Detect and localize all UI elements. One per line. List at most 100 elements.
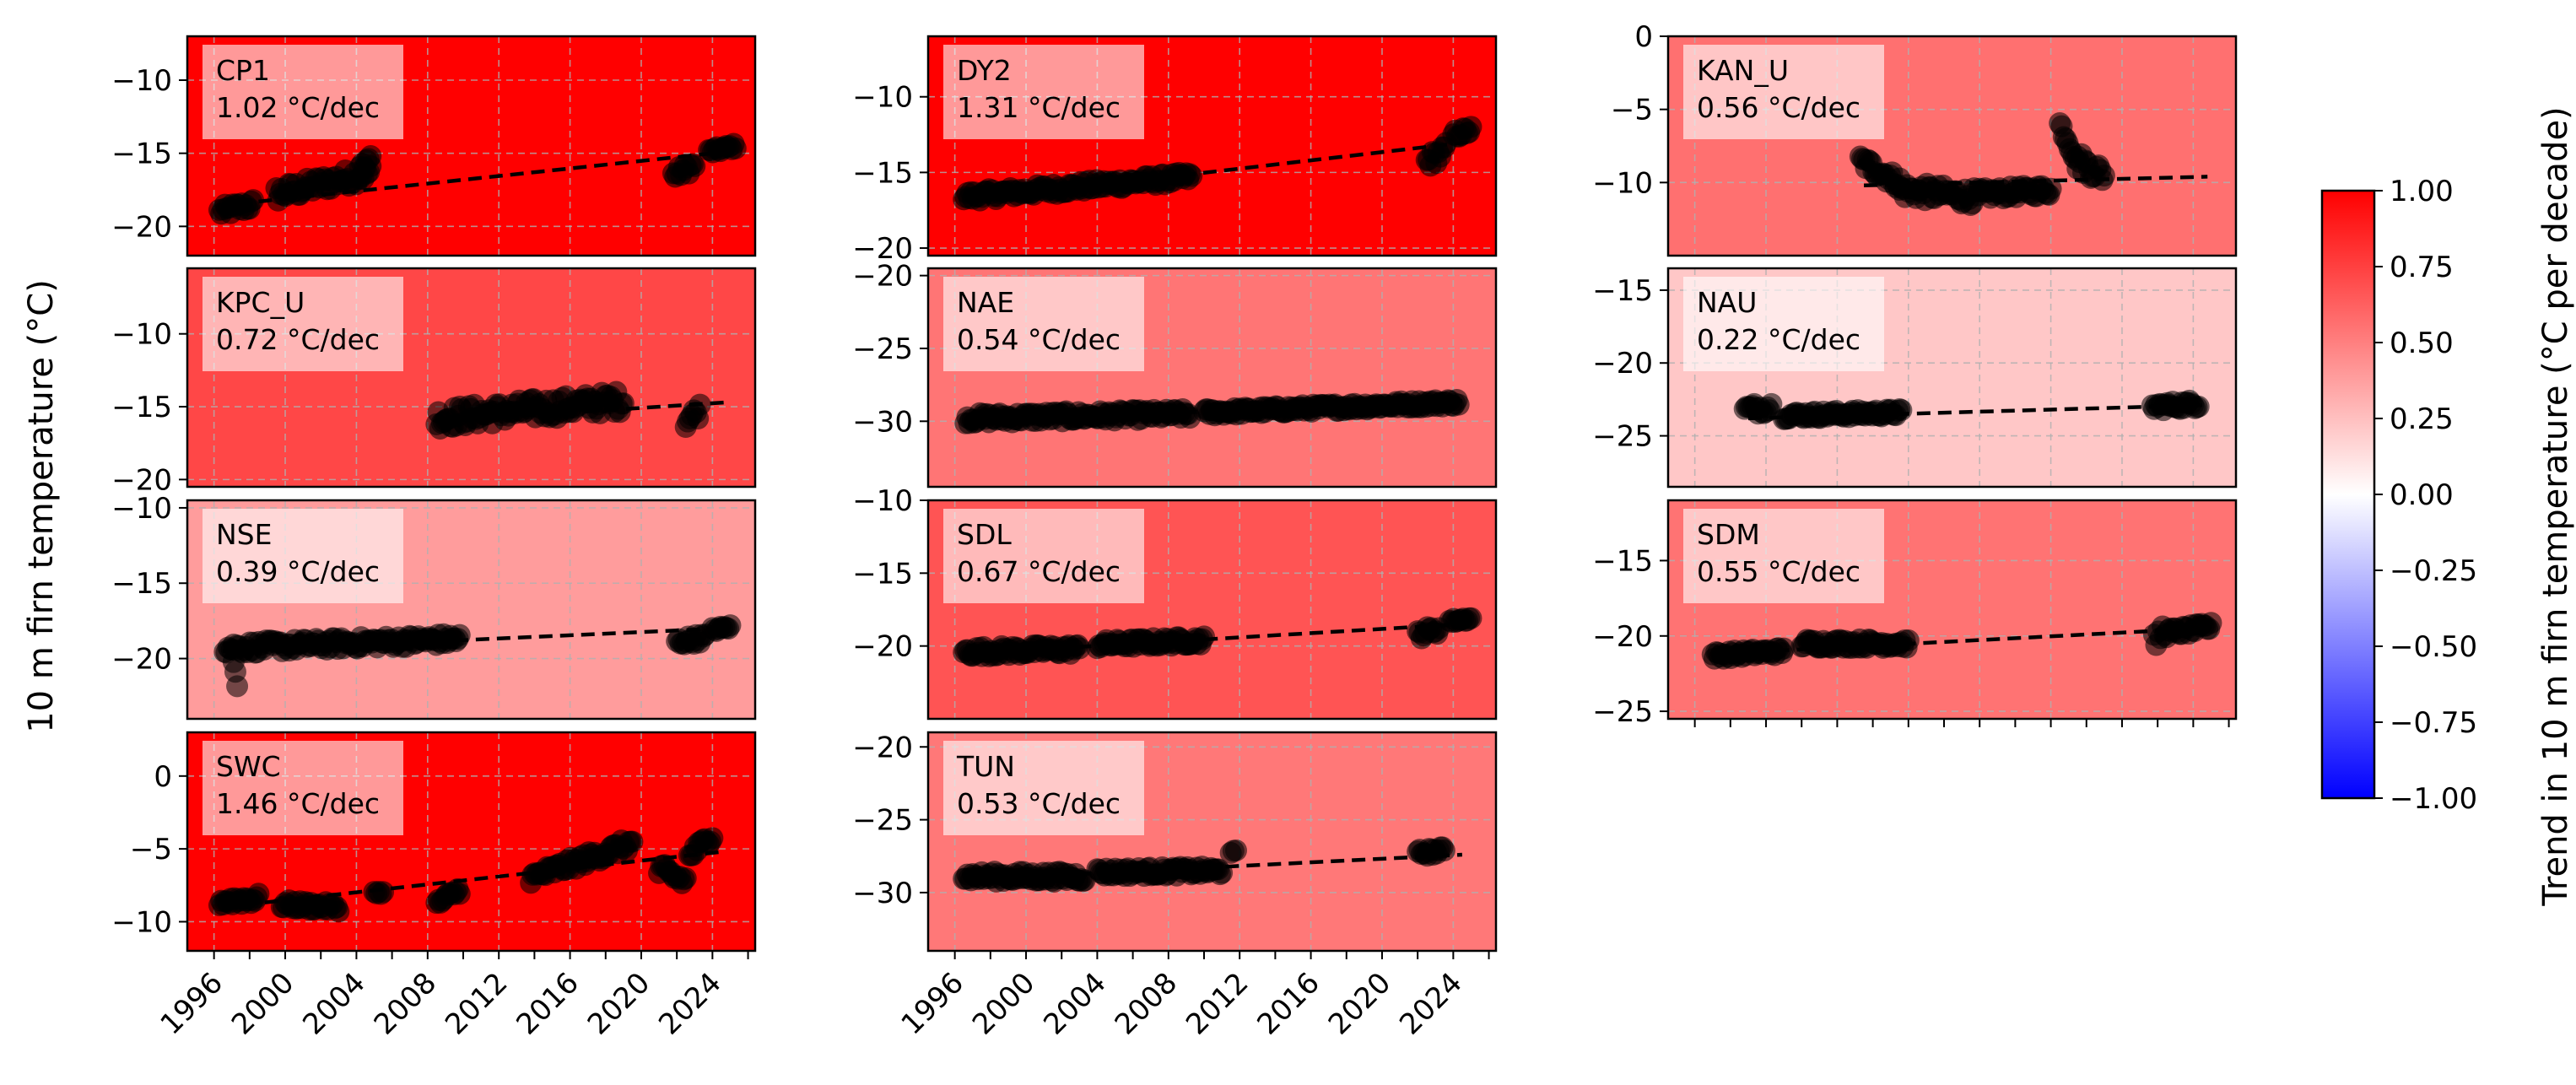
data-point	[1193, 625, 1216, 648]
y-tick-label: −15	[111, 391, 172, 424]
y-tick-label: −30	[852, 877, 913, 910]
y-tick-label: −15	[852, 156, 913, 190]
data-point	[701, 827, 724, 850]
site-name-label: SWC	[216, 750, 281, 783]
data-point	[1760, 392, 1783, 415]
y-tick-label: −20	[1592, 620, 1653, 654]
trend-label: 1.02 °C/dec	[216, 91, 380, 124]
panel-dy2: DY2 1.31 °C/dec −20 −15 −10	[852, 35, 1498, 266]
data-point	[1460, 116, 1482, 138]
panel-tun: TUN 0.53 °C/dec −30 −25 −20	[852, 731, 1498, 953]
x-tick-label: 1996	[154, 966, 230, 1041]
y-tick-label: −10	[852, 81, 913, 115]
x-tick-label: 1996	[895, 966, 970, 1041]
colorbar-tick-label: −1.00	[2390, 782, 2477, 816]
x-tick-label: 2008	[368, 966, 443, 1041]
site-name-label: KPC_U	[216, 286, 305, 319]
y-tick-label: −20	[1592, 347, 1653, 381]
y-tick-label: −20	[111, 643, 172, 677]
data-point	[719, 614, 742, 637]
y-tick-label: −20	[111, 210, 172, 244]
panel-kan-u: KAN_U 0.56 °C/dec −10 −5 0	[1592, 20, 2238, 257]
scatter-series	[208, 827, 724, 923]
data-point	[1460, 607, 1482, 629]
data-point	[327, 900, 350, 923]
trend-line	[258, 149, 727, 204]
y-tick-label: −25	[1592, 420, 1653, 454]
site-name-label: NSE	[216, 518, 272, 551]
y-tick-label: −20	[852, 232, 913, 266]
panel-frame	[926, 35, 1498, 257]
y-tick-label: −10	[111, 492, 172, 526]
panel-frame	[1666, 35, 2238, 257]
colorbar-tick-label: 0.50	[2390, 327, 2454, 360]
data-point	[359, 145, 382, 168]
panel-frame	[926, 731, 1498, 953]
y-tick-label: −15	[111, 567, 172, 601]
y-tick-label: −25	[852, 804, 913, 838]
panel-frame	[1666, 267, 2238, 489]
trend-line	[972, 398, 1463, 424]
site-name-label: TUN	[956, 750, 1015, 783]
y-tick-label: −25	[852, 332, 913, 366]
data-point	[372, 881, 395, 904]
scatter-series	[208, 132, 747, 225]
panel-sdm: SDM 0.55 °C/dec −25 −20 −15	[1592, 499, 2238, 729]
data-point	[226, 675, 249, 698]
y-tick-label: 0	[154, 760, 172, 794]
trend-line	[972, 622, 1463, 656]
colorbar-tick-label: −0.50	[2390, 630, 2477, 664]
annotation-box	[1683, 509, 1884, 603]
site-name-label: DY2	[957, 54, 1012, 87]
x-axis	[1693, 719, 2230, 727]
trend-label: 0.67 °C/dec	[957, 555, 1121, 588]
site-name-label: NAU	[1697, 286, 1757, 319]
panel-frame	[186, 35, 757, 257]
annotation-box	[1683, 45, 1884, 139]
panel-frame	[186, 267, 757, 489]
panel-nae: NAE 0.54 °C/dec −30 −25 −20	[852, 260, 1498, 489]
trend-line	[436, 400, 727, 424]
trend-label: 0.22 °C/dec	[1697, 323, 1860, 356]
data-point	[1890, 399, 1913, 422]
y-tick-label: −10	[111, 64, 172, 98]
annotation-box	[203, 277, 403, 371]
data-point	[2093, 165, 2115, 187]
x-tick-label: 2008	[1109, 966, 1184, 1041]
annotation-box	[943, 45, 1144, 139]
trend-label: 0.54 °C/dec	[957, 323, 1121, 356]
site-name-label: CP1	[216, 54, 270, 87]
y-axis-label: 10 m firn temperature (°C)	[22, 279, 61, 733]
colorbar: 1.00 0.75 0.50 0.25 0.00 −0.25 −0.50 −0.75 −1.00	[2320, 175, 2477, 816]
panel-frame	[926, 267, 1498, 489]
panel-frame	[926, 499, 1498, 721]
site-name-label: NAE	[957, 286, 1014, 319]
colorbar-label: Trend in 10 m firn temperature (°C per d…	[2536, 106, 2575, 906]
y-tick-label: −15	[852, 557, 913, 591]
trend-label: 1.46 °C/dec	[216, 787, 380, 820]
trend-line	[1712, 626, 2203, 656]
x-tick-label: 2012	[439, 966, 514, 1041]
panel-nse: NSE 0.39 °C/dec −20 −15 −10	[111, 492, 757, 721]
y-tick-label: −15	[111, 138, 172, 171]
y-tick-label: −5	[130, 833, 172, 866]
x-tick-label: 2012	[1180, 966, 1255, 1041]
trend-label: 0.55 °C/dec	[1697, 555, 1860, 588]
data-point	[1447, 393, 1470, 416]
y-tick-label: −20	[852, 260, 913, 294]
annotation-box	[203, 509, 403, 603]
y-tick-label: −10	[1592, 166, 1653, 200]
data-point	[1224, 839, 1247, 861]
colorbar-tick-label: 0.00	[2390, 478, 2454, 512]
scatter-series	[425, 381, 711, 440]
data-point	[448, 623, 471, 646]
data-point	[2200, 612, 2222, 634]
y-tick-label: −10	[111, 318, 172, 352]
y-tick-label: −10	[111, 905, 172, 939]
trend-label: 0.56 °C/dec	[1697, 91, 1860, 124]
y-tick-label: −20	[852, 630, 913, 664]
x-tick-label: 2000	[225, 966, 300, 1041]
